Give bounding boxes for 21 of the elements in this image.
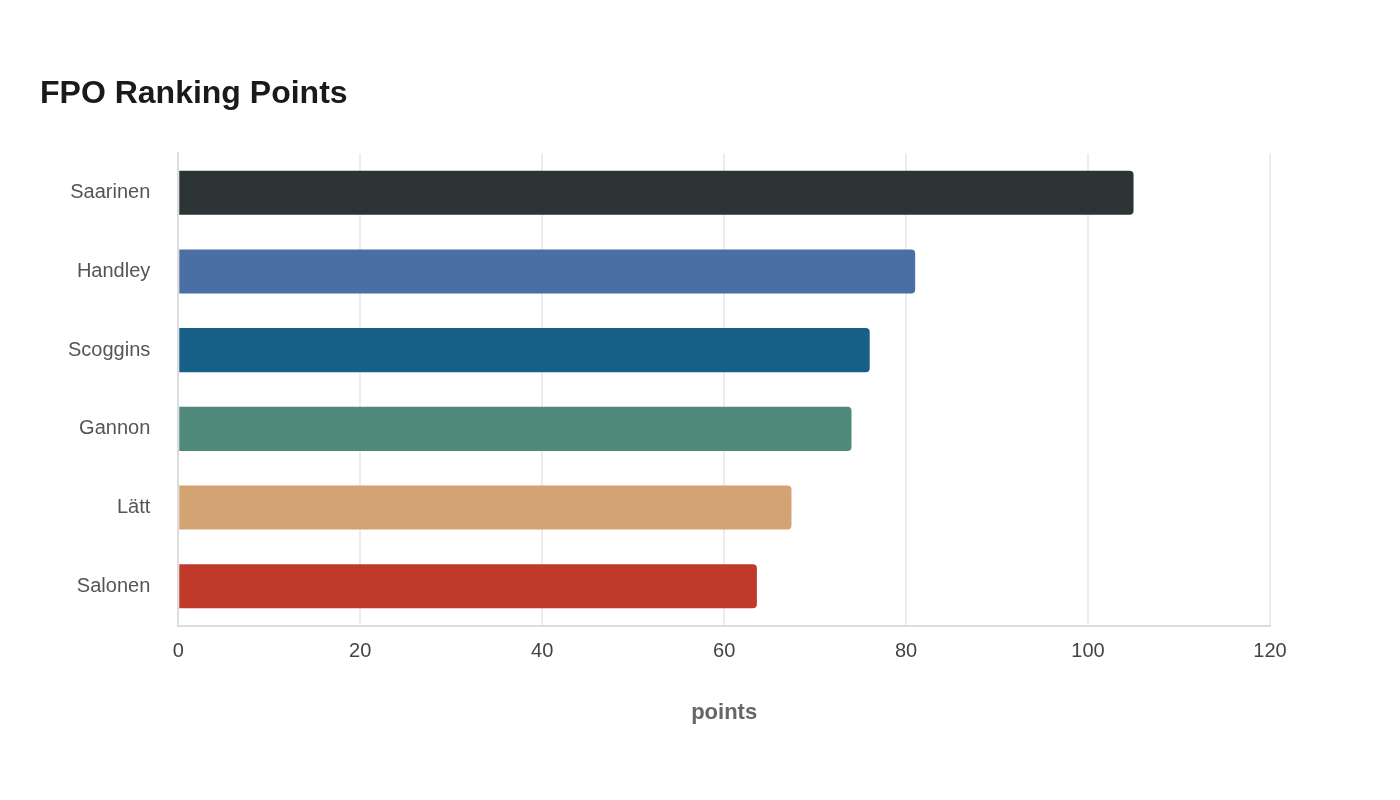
y-tick-label: Saarinen <box>70 180 151 203</box>
y-tick-label: Handley <box>76 258 151 281</box>
bar <box>179 564 757 609</box>
x-tick-label: 80 <box>894 639 918 662</box>
bar <box>179 328 870 373</box>
y-tick-label: Scoggins <box>67 337 151 360</box>
y-tick-label: Lätt <box>116 495 151 518</box>
bar <box>179 406 852 451</box>
x-tick-label: 120 <box>1253 639 1287 662</box>
x-tick-label: 100 <box>1071 639 1105 662</box>
x-tick-label: 0 <box>172 639 184 662</box>
x-axis-title: points <box>691 698 758 724</box>
chart-title: FPO Ranking Points <box>40 74 348 111</box>
bar <box>179 170 1134 215</box>
x-tick-label: 60 <box>713 639 736 662</box>
x-tick-label: 40 <box>531 639 554 662</box>
y-tick-label: Salonen <box>76 573 151 596</box>
bar <box>179 485 792 530</box>
y-tick-label: Gannon <box>79 416 151 439</box>
x-tick-label: 20 <box>349 639 372 662</box>
bar <box>179 249 916 294</box>
